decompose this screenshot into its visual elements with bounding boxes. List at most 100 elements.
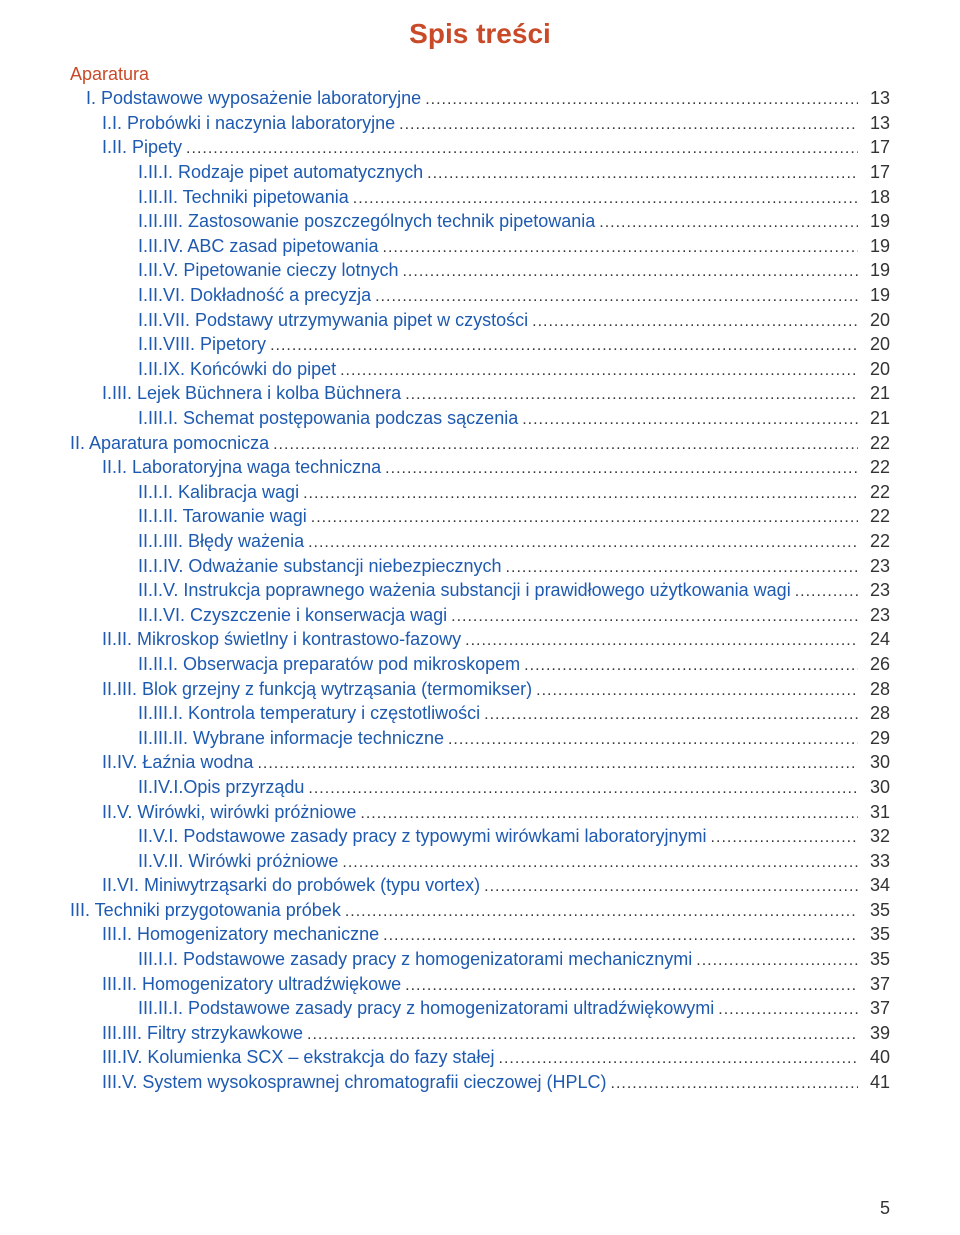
toc-entry-label[interactable]: I.II.VI. Dokładność a precyzja [138,283,371,307]
toc-dot-leader [427,160,858,185]
toc-entry-label[interactable]: II.II.I. Obserwacja preparatów pod mikro… [138,652,520,676]
toc-entry: Aparatura [70,62,890,86]
toc-dot-leader [360,800,858,825]
toc-entry-label[interactable]: III.V. System wysokosprawnej chromatogra… [102,1070,607,1094]
toc-entry-label[interactable]: I.II.VII. Podstawy utrzymywania pipet w … [138,308,528,332]
toc-dot-leader [186,135,858,160]
toc-entry-label[interactable]: III.I.I. Podstawowe zasady pracy z homog… [138,947,692,971]
toc-entry-label[interactable]: III.II.I. Podstawowe zasady pracy z homo… [138,996,714,1020]
toc-entry: I.II.VII. Podstawy utrzymywania pipet w … [70,308,890,333]
toc-entry-page: 28 [862,677,890,701]
toc-entry-label[interactable]: I. Podstawowe wyposażenie laboratoryjne [86,86,421,110]
toc-entry-label[interactable]: II.III. Blok grzejny z funkcją wytrząsan… [102,677,532,701]
toc-entry: III.IV. Kolumienka SCX – ekstrakcja do f… [70,1045,890,1070]
toc-entry-label[interactable]: III.II. Homogenizatory ultradźwiękowe [102,972,401,996]
toc-entry-label[interactable]: II.I.III. Błędy ważenia [138,529,304,553]
toc-entry-label[interactable]: II.III.II. Wybrane informacje techniczne [138,726,444,750]
toc-dot-leader [303,480,858,505]
toc-entry-label[interactable]: II.I.V. Instrukcja poprawnego ważenia su… [138,578,791,602]
toc-entry: II.I. Laboratoryjna waga techniczna22 [70,455,890,480]
toc-entry: II.II. Mikroskop świetlny i kontrastowo-… [70,627,890,652]
toc-entry-label[interactable]: I.II.VIII. Pipetory [138,332,266,356]
toc-entry-label[interactable]: II.V. Wirówki, wirówki próżniowe [102,800,356,824]
toc-entry-page: 33 [862,849,890,873]
toc-entry-page: 29 [862,726,890,750]
toc-entry: I. Podstawowe wyposażenie laboratoryjne 1… [70,86,890,111]
toc-entry-label[interactable]: II.IV. Łaźnia wodna [102,750,253,774]
toc-entry-label[interactable]: II.V.I. Podstawowe zasady pracy z typowy… [138,824,707,848]
toc-entry-label[interactable]: II.VI. Miniwytrząsarki do probówek (typu… [102,873,480,897]
toc-entry-label[interactable]: I.II.V. Pipetowanie cieczy lotnych [138,258,398,282]
toc-entry-label[interactable]: II.I.IV. Odważanie substancji niebezpiec… [138,554,502,578]
toc-entry-label[interactable]: II.I.II. Tarowanie wagi [138,504,307,528]
toc-entry-page: 21 [862,381,890,405]
toc-entry-label[interactable]: III.III. Filtry strzykawkowe [102,1021,303,1045]
toc-entry-page: 32 [862,824,890,848]
toc-entry: III.I. Homogenizatory mechaniczne35 [70,922,890,947]
toc-entry: II.I.VI. Czyszczenie i konserwacja wagi 2… [70,603,890,628]
toc-entry-page: 13 [862,86,890,110]
toc-entry-page: 30 [862,775,890,799]
toc-dot-leader [506,554,858,579]
toc-dot-leader [711,824,858,849]
toc-entry-label[interactable]: II.IV.I.Opis przyrządu [138,775,304,799]
toc-entry-label[interactable]: II. Aparatura pomocnicza [70,431,269,455]
toc-entry: II.III. Blok grzejny z funkcją wytrząsan… [70,677,890,702]
toc-entry-label[interactable]: I.II.IX. Końcówki do pipet [138,357,336,381]
toc-entry-page: 24 [862,627,890,651]
toc-entry: I.II. Pipety17 [70,135,890,160]
toc-dot-leader [385,455,858,480]
toc-entry-page: 39 [862,1021,890,1045]
toc-list: AparaturaI. Podstawowe wyposażenie labor… [70,62,890,1095]
toc-entry: II.VI. Miniwytrząsarki do probówek (typu… [70,873,890,898]
toc-entry-label[interactable]: II.II. Mikroskop świetlny i kontrastowo-… [102,627,461,651]
toc-dot-leader [425,86,858,111]
toc-entry: II.I.I. Kalibracja wagi22 [70,480,890,505]
toc-entry: II.IV. Łaźnia wodna30 [70,750,890,775]
toc-entry-label[interactable]: III. Techniki przygotowania próbek [70,898,341,922]
toc-entry-label[interactable]: I.II.I. Rodzaje pipet automatycznych [138,160,423,184]
toc-dot-leader [536,677,858,702]
toc-entry: I.I. Probówki i naczynia laboratoryjne13 [70,111,890,136]
toc-entry-page: 41 [862,1070,890,1094]
toc-dot-leader [499,1045,858,1070]
toc-dot-leader [273,431,858,456]
toc-entry: I.III. Lejek Büchnera i kolba Büchnera 21 [70,381,890,406]
toc-dot-leader [696,947,858,972]
toc-entry-label[interactable]: III.IV. Kolumienka SCX – ekstrakcja do f… [102,1045,495,1069]
toc-entry-page: 19 [862,283,890,307]
toc-entry-label[interactable]: II.III.I. Kontrola temperatury i częstot… [138,701,480,725]
toc-dot-leader [451,603,858,628]
toc-entry-label[interactable]: I.III.I. Schemat postępowania podczas są… [138,406,518,430]
toc-entry: I.II.V. Pipetowanie cieczy lotnych19 [70,258,890,283]
toc-entry-page: 23 [862,603,890,627]
toc-dot-leader [308,529,858,554]
toc-entry-page: 19 [862,209,890,233]
toc-entry-page: 17 [862,160,890,184]
toc-entry-page: 18 [862,185,890,209]
toc-entry: I.II.IV. ABC zasad pipetowania19 [70,234,890,259]
toc-entry-label[interactable]: I.III. Lejek Büchnera i kolba Büchnera [102,381,401,405]
toc-entry-label[interactable]: I.II.IV. ABC zasad pipetowania [138,234,379,258]
toc-dot-leader [405,972,858,997]
toc-dot-leader [718,996,858,1021]
toc-entry-page: 20 [862,357,890,381]
toc-entry-label[interactable]: II.I. Laboratoryjna waga techniczna [102,455,381,479]
toc-dot-leader [308,775,858,800]
toc-entry: I.II.VIII. Pipetory20 [70,332,890,357]
toc-entry-label[interactable]: I.II. Pipety [102,135,182,159]
toc-dot-leader [311,504,858,529]
toc-entry-page: 23 [862,578,890,602]
toc-entry-label[interactable]: III.I. Homogenizatory mechaniczne [102,922,379,946]
toc-dot-leader [270,332,858,357]
toc-entry-label[interactable]: II.I.VI. Czyszczenie i konserwacja wagi [138,603,447,627]
toc-entry-label[interactable]: I.II.II. Techniki pipetowania [138,185,349,209]
toc-entry-label[interactable]: II.I.I. Kalibracja wagi [138,480,299,504]
toc-entry-label[interactable]: II.V.II. Wirówki próżniowe [138,849,338,873]
toc-entry-label[interactable]: I.I. Probówki i naczynia laboratoryjne [102,111,395,135]
toc-entry-page: 35 [862,947,890,971]
toc-dot-leader [532,308,858,333]
toc-entry: II.I.II. Tarowanie wagi22 [70,504,890,529]
toc-entry: II.II.I. Obserwacja preparatów pod mikro… [70,652,890,677]
toc-entry-label[interactable]: I.II.III. Zastosowanie poszczególnych te… [138,209,595,233]
